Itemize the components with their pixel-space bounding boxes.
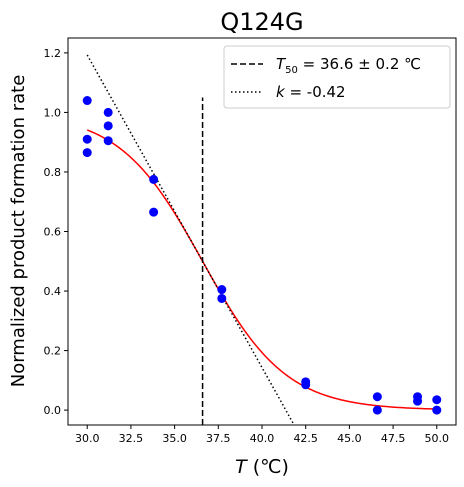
legend-k-symbol: k <box>276 83 286 101</box>
data-point <box>413 396 423 406</box>
data-point <box>103 136 113 146</box>
data-point <box>82 134 92 144</box>
y-tick-label: 0.0 <box>44 404 62 417</box>
slope-line <box>86 54 295 425</box>
x-tick-label: 50.0 <box>425 432 450 445</box>
y-tick-label: 1.2 <box>44 47 62 60</box>
data-point <box>372 405 382 415</box>
legend-t50-symbol: T <box>276 55 287 73</box>
y-tick-label: 1.0 <box>44 106 62 119</box>
data-point <box>301 380 311 390</box>
y-tick-label: 0.8 <box>44 166 62 179</box>
data-point <box>82 148 92 158</box>
x-axis-unit: (℃) <box>247 456 289 478</box>
data-point <box>82 96 92 106</box>
data-point <box>372 392 382 402</box>
data-point <box>103 107 113 117</box>
data-point <box>217 285 227 295</box>
data-point <box>149 174 159 184</box>
x-tick-label: 47.5 <box>381 432 406 445</box>
x-tick-label: 40.0 <box>250 432 275 445</box>
y-tick-label: 0.6 <box>44 226 62 239</box>
x-tick-label: 32.5 <box>119 432 144 445</box>
data-point <box>149 207 159 217</box>
x-tick-label: 30.0 <box>75 432 100 445</box>
legend-t50-label: T50 = 36.6 ± 0.2 ℃ <box>276 55 421 76</box>
data-point <box>432 405 442 415</box>
y-tick-label: 0.2 <box>44 345 62 358</box>
y-axis-title: Normalized product formation rate <box>8 75 29 388</box>
legend-t50-subscript: 50 <box>285 65 298 76</box>
legend-k-text: = -0.42 <box>285 83 346 101</box>
x-tick-label: 42.5 <box>293 432 318 445</box>
data-point <box>217 293 227 303</box>
data-point <box>432 395 442 405</box>
chart-title: Q124G <box>220 8 303 36</box>
legend: T50 = 36.6 ± 0.2 ℃ k = -0.42 <box>223 45 451 109</box>
x-tick-label: 45.0 <box>337 432 362 445</box>
x-axis-title: T (℃) <box>235 456 289 478</box>
x-tick-label: 37.5 <box>206 432 231 445</box>
y-tick-label: 0.4 <box>44 285 62 298</box>
x-axis-variable: T <box>235 456 248 478</box>
x-tick-label: 35.0 <box>162 432 187 445</box>
legend-t50-text: = 36.6 ± 0.2 ℃ <box>298 55 421 73</box>
data-point <box>103 121 113 131</box>
legend-k-label: k = -0.42 <box>276 83 346 101</box>
legend-box <box>223 45 451 109</box>
